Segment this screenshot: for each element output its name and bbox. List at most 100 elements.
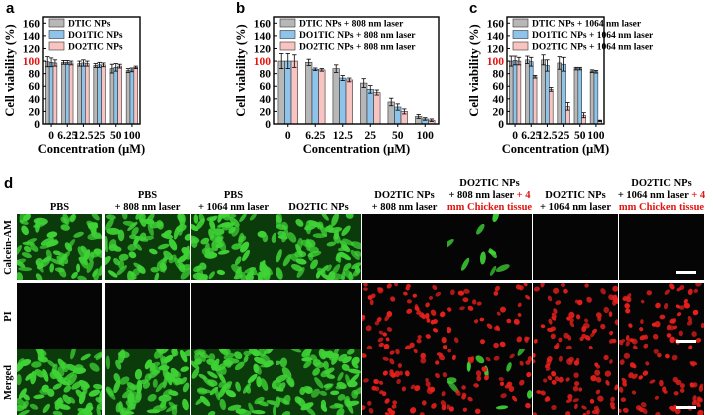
bar [277,60,285,125]
micrograph [619,349,704,415]
bar [77,63,82,125]
scale-bar [676,340,696,343]
y-tick-label: 80 [493,69,505,81]
y-tick-label: 60 [493,81,505,93]
legend-label: DO1TIC NPs [68,31,123,41]
x-tick-label: 0 [48,130,54,142]
legend-label: DTIC NPs + 1064 nm laser [532,20,642,30]
micrograph-image [191,214,276,280]
bar [52,62,58,125]
y-tick-label: 140 [254,31,272,43]
column-header: DO2TIC NPs + 808 nm laser + 4 mm Chicken t… [441,172,538,214]
micrograph-image [362,283,447,349]
bar [339,77,347,125]
bar [360,82,368,125]
x-tick-label: 6.25 [57,130,77,142]
bar [577,68,582,125]
legend-swatch [512,30,529,39]
legend-swatch [279,30,296,39]
bar [68,62,74,125]
micrograph [105,349,190,415]
x-tick-label: 25 [558,130,570,142]
column-header-line2: PBS [224,190,243,202]
column-header: DO2TIC NPs + 808 nm laser [356,172,453,214]
bar [93,65,98,125]
micrograph-image [17,283,102,349]
y-tick-label: 0 [34,119,40,131]
axes-frame [42,16,141,125]
micrograph [105,283,190,349]
micrograph [105,214,190,280]
micrograph-image [533,283,618,349]
y-tick-label: 100 [254,56,272,68]
y-tick-label: 160 [23,18,41,30]
y-tick-label: 60 [29,81,41,93]
y-tick-label: 120 [254,43,272,55]
legend-swatch [279,41,296,51]
bar [133,67,138,125]
micrograph [362,283,447,349]
row-label-text: Merged [2,364,14,400]
micrograph-image [447,349,532,415]
micrograph-image [276,283,361,349]
panel-letter-b: b [236,0,246,17]
bar [545,65,550,125]
y-tick-label: 60 [260,81,272,93]
x-tick-label: 6.25 [521,130,541,142]
bar [81,62,86,125]
column-header-line1: DO2TIC NPs [459,178,520,189]
micrograph-image [447,283,532,349]
bar [541,59,546,125]
panel-letter-c: c [469,0,478,17]
column-header-line3: + 808 nm laser [371,202,438,213]
x-tick-label: 100 [417,130,435,142]
x-tick-label: 12.5 [333,130,353,142]
bar [97,64,102,125]
bar [318,69,326,125]
column-header-line3: DO2TIC NPs [288,202,349,213]
micrograph [191,283,276,349]
column-header-line1: DO2TIC NPs [631,178,692,189]
column-header-line2: DO2TIC NPs [374,190,434,202]
micrograph [447,214,532,280]
column-header-line3: PBS [49,202,70,213]
micrograph-image [105,283,190,349]
x-axis-label: Concentration (μM) [303,142,410,156]
y-tick-label: 40 [493,94,505,106]
bar [589,70,595,125]
micrograph-image [17,349,102,415]
y-tick-label: 120 [487,43,505,55]
micrograph [447,349,532,415]
micrograph [276,349,361,415]
bar [512,60,518,125]
x-tick-label: 12.5 [537,130,557,142]
column-header-line2-text: + 808 nm laser [448,190,515,201]
bar [61,62,66,125]
x-tick-label: 50 [110,130,122,142]
micrograph [191,214,276,280]
y-axis-label: Cell viability (%) [3,24,17,116]
y-tick-label: 40 [260,94,272,106]
y-tick-label: 80 [29,69,41,81]
bar [509,60,514,125]
legend-label: DO2TIC NPs + 1064 nm laser [532,43,654,53]
x-tick-label: 25 [365,130,377,142]
legend-label: DO1TIC NPs + 808 nm laser [299,31,416,41]
legend-swatch [48,41,65,51]
y-tick-label: 160 [487,18,505,30]
micrograph-image [105,349,190,415]
column-header: PBS + 1064 nm laser [185,172,282,214]
bar [290,60,298,125]
micrograph-image [447,214,532,280]
row-label-text: Calcein-AM [2,219,14,275]
bar [48,62,54,125]
x-tick-label: 6.25 [305,130,325,142]
legend-label: DO2TIC NPs [68,43,123,53]
scale-bar [676,271,696,274]
micrograph-image [362,214,447,280]
bar [345,79,353,125]
